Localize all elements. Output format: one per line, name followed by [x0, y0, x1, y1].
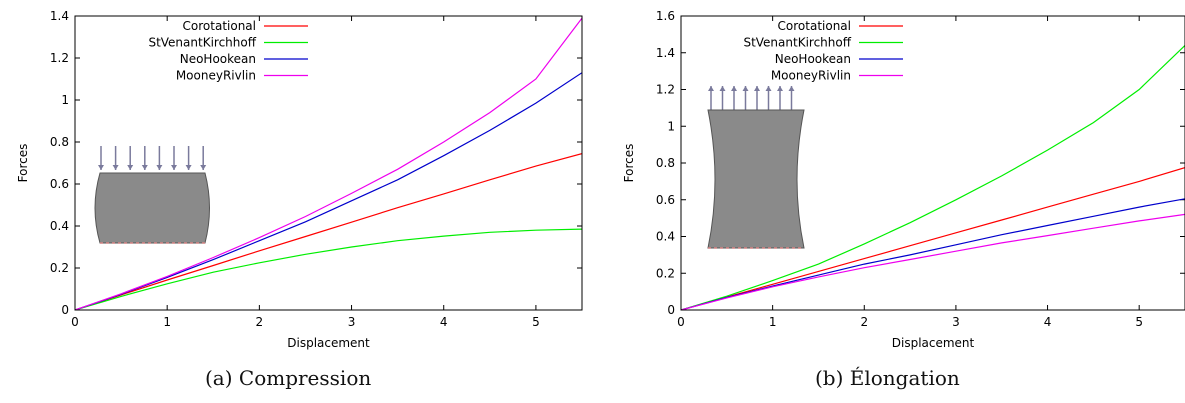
plot-frame [680, 15, 1185, 311]
chart-elongation: 0 1 2 3 4 5 0 0.2 0.4 0.6 0.8 1 1.2 1.4 1.6 Displacemen… [622, 9, 1185, 350]
y-tick-label: 1 [61, 93, 69, 107]
y-axis-label: Forces [16, 144, 30, 183]
compression-specimen-inset [94, 146, 210, 244]
x-tick-label: 2 [256, 315, 264, 329]
y-tick-label: 1.6 [656, 9, 675, 23]
x-tick-label: 4 [440, 315, 448, 329]
series-line-stvenantkirchhoff [75, 228, 582, 310]
x-axis-label: Displacement [287, 336, 370, 350]
legend-label-mooneyrivlin: MooneyRivlin [176, 69, 256, 83]
legend-label-corotational: Corotational [778, 19, 851, 33]
chart-compression: 0 1 2 3 4 5 0 0.2 0.4 0.6 0.8 1 1.2 1.4 Displacement Fo… [16, 9, 583, 350]
legend-label-stvenantkirchhoff: StVenantKirchhoff [743, 36, 851, 50]
x-axis-label: Displacement [892, 336, 975, 350]
caption-elongation: (b) Élongation [815, 366, 960, 390]
series-line-stvenantkirchhoff [681, 44, 1185, 310]
x-tick-label: 2 [860, 315, 868, 329]
series-line-mooneyrivlin [681, 213, 1185, 310]
elongation-specimen-inset [707, 86, 805, 249]
elongation-arrow-head [742, 86, 749, 91]
series-line-neohookean [681, 198, 1185, 310]
chart-panel-elongation: 0 1 2 3 4 5 0 0.2 0.4 0.6 0.8 1 1.2 1.4 1.6 Displacemen… [590, 0, 1185, 403]
x-tick-label: 3 [348, 315, 356, 329]
plot-frame [74, 15, 583, 311]
x-tick-label: 1 [769, 315, 777, 329]
y-tick-label: 0 [667, 303, 675, 317]
legend-label-mooneyrivlin: MooneyRivlin [771, 69, 851, 83]
x-tick-label: 4 [1044, 315, 1052, 329]
x-tick-label: 5 [532, 315, 540, 329]
y-tick-label: 0.2 [656, 266, 675, 280]
compression-arrow-head [200, 165, 207, 170]
elongation-arrow-head [777, 86, 783, 91]
elongation-arrow-head [708, 86, 714, 91]
compression-arrow-head [98, 165, 104, 170]
compression-arrow-head [112, 165, 119, 170]
elongation-arrow-head [765, 86, 772, 91]
compression-arrow-head [141, 165, 148, 170]
elongation-arrow-head [788, 86, 795, 91]
series-line-neohookean [75, 72, 582, 310]
x-tick-label: 3 [952, 315, 960, 329]
y-tick-label: 0.6 [656, 193, 675, 207]
y-tick-label: 0.4 [50, 219, 69, 233]
y-tick-label: 0.8 [656, 156, 675, 170]
y-tick-label: 1.4 [656, 46, 675, 60]
elongated-specimen [707, 109, 805, 249]
compression-arrow-head [171, 165, 177, 170]
y-tick-label: 0.6 [50, 177, 69, 191]
y-tick-label: 0.8 [50, 135, 69, 149]
y-tick-label: 1.4 [50, 9, 69, 23]
y-tick-label: 1 [667, 119, 675, 133]
compression-arrow-head [156, 165, 163, 170]
compressed-specimen [94, 172, 210, 244]
x-tick-label: 1 [163, 315, 171, 329]
y-tick-label: 0 [61, 303, 69, 317]
compression-arrow-head [127, 165, 134, 170]
legend-label-stvenantkirchhoff: StVenantKirchhoff [148, 36, 256, 50]
compression-arrow-head [185, 165, 192, 170]
y-tick-label: 1.2 [656, 83, 675, 97]
y-tick-label: 1.2 [50, 51, 69, 65]
series-line-corotational [75, 153, 582, 310]
x-tick-label: 0 [71, 315, 79, 329]
elongation-arrow-head [719, 86, 726, 91]
caption-compression: (a) Compression [205, 366, 372, 390]
x-tick-label: 0 [677, 315, 685, 329]
y-tick-label: 0.2 [50, 261, 69, 275]
elongation-arrow-head [731, 86, 737, 91]
series-line-corotational [681, 167, 1185, 310]
y-tick-label: 0.4 [656, 230, 675, 244]
chart-panel-compression: 0 1 2 3 4 5 0 0.2 0.4 0.6 0.8 1 1.2 1.4 Displacement Fo… [0, 0, 590, 403]
elongation-arrow-head [754, 86, 760, 91]
series-line-mooneyrivlin [75, 17, 582, 310]
x-tick-label: 5 [1135, 315, 1143, 329]
legend-label-neohookean: NeoHookean [180, 52, 256, 66]
legend-label-corotational: Corotational [183, 19, 256, 33]
legend-label-neohookean: NeoHookean [775, 52, 851, 66]
y-axis-label: Forces [622, 144, 636, 183]
